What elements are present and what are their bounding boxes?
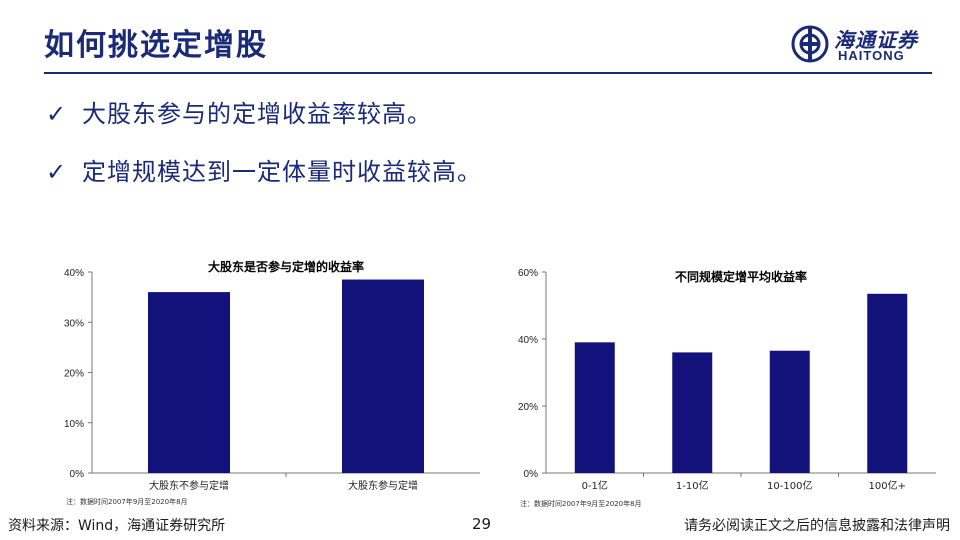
- check-icon: ✓: [46, 100, 68, 128]
- bar: [148, 292, 230, 473]
- chart-title: 不同规模定增平均收益率: [675, 269, 807, 284]
- y-tick-label: 20%: [64, 369, 84, 380]
- company-logo: 海通证券 HAITONG: [790, 22, 940, 66]
- y-tick-label: 0%: [70, 469, 85, 480]
- chart-note: 注：数据时间2007年9月至2020年8月: [520, 500, 642, 508]
- y-tick-label: 20%: [518, 402, 538, 413]
- bar: [342, 279, 424, 473]
- slide-title: 如何挑选定增股: [44, 28, 268, 63]
- y-tick-label: 0%: [524, 469, 539, 480]
- x-tick-label: 0-1亿: [582, 479, 608, 492]
- y-tick-label: 40%: [64, 268, 84, 279]
- chart-major-shareholder-svg: 大股东是否参与定增的收益率 0% 10% 20% 30% 40% 大股东不参与定增 大股东参与…: [64, 259, 480, 492]
- disclaimer: 请务必阅读正文之后的信息披露和法律声明: [684, 518, 950, 534]
- logo-chinese-name: 海通证券: [834, 28, 918, 52]
- bullet-item: ✓ 大股东参与的定增收益率较高。: [46, 94, 432, 129]
- x-tick-label: 1-10亿: [676, 479, 709, 492]
- x-tick-label: 大股东不参与定增: [149, 479, 229, 492]
- bar: [769, 350, 810, 473]
- bar: [867, 293, 908, 473]
- chart-title: 大股东是否参与定增的收益率: [208, 259, 364, 274]
- check-icon: ✓: [46, 158, 68, 186]
- chart-note: 注：数据时间2007年9月至2020年8月: [66, 498, 188, 506]
- chart-major-shareholder: 大股东是否参与定增的收益率 0% 10% 20% 30% 40% 大股东不参与定增 大股东参与…: [50, 255, 490, 505]
- y-tick-label: 40%: [518, 335, 538, 346]
- y-tick-label: 30%: [64, 318, 84, 329]
- bar: [574, 342, 615, 473]
- page-number: 29: [472, 515, 492, 533]
- bullet-item: ✓ 定增规模达到一定体量时收益较高。: [46, 152, 482, 187]
- bullet-text: 定增规模达到一定体量时收益较高。: [82, 158, 482, 186]
- chart-issue-scale: 不同规模定增平均收益率 0% 20% 40% 60% 0-1亿 1-10亿 10-100亿 10…: [500, 255, 940, 505]
- bullet-text: 大股东参与的定增收益率较高。: [82, 100, 432, 128]
- source-note: 资料来源：Wind，海通证券研究所: [8, 518, 226, 534]
- y-tick-label: 60%: [518, 268, 538, 279]
- chart-issue-scale-svg: 不同规模定增平均收益率 0% 20% 40% 60% 0-1亿 1-10亿 10-100亿 10…: [518, 268, 936, 492]
- y-tick-label: 10%: [64, 419, 84, 430]
- bar: [672, 352, 713, 473]
- x-tick-label: 10-100亿: [767, 479, 812, 492]
- logo-english-name: HAITONG: [838, 48, 905, 63]
- haitong-emblem-icon: [791, 25, 829, 63]
- title-divider: [44, 72, 932, 74]
- x-tick-label: 大股东参与定增: [348, 479, 418, 492]
- x-tick-label: 100亿+: [869, 479, 906, 492]
